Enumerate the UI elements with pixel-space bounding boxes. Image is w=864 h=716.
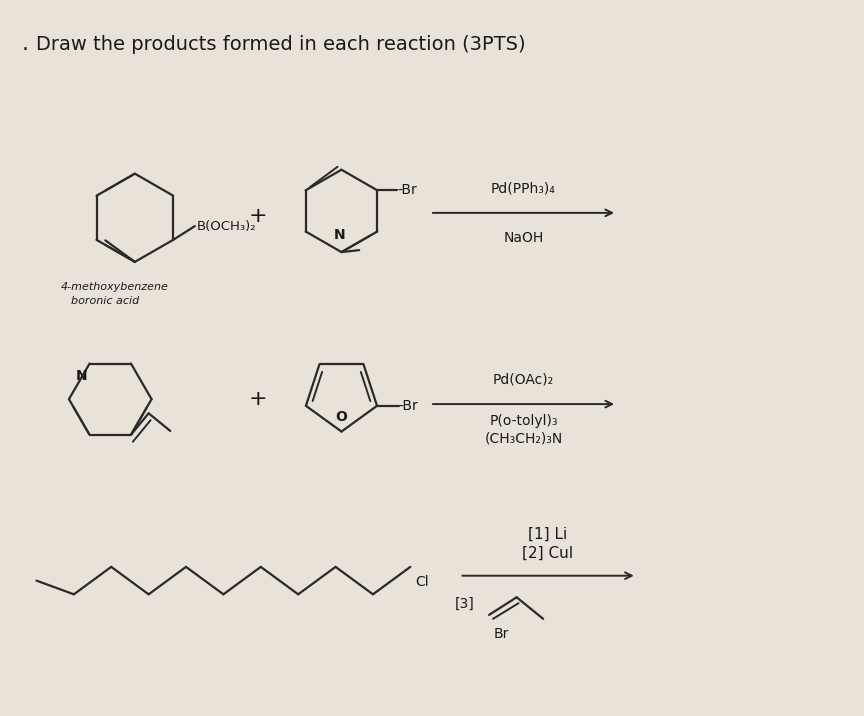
Text: Draw the products formed in each reaction (3PTS): Draw the products formed in each reactio… (36, 34, 526, 54)
Text: (CH₃CH₂)₃N: (CH₃CH₂)₃N (485, 432, 562, 445)
Text: NaOH: NaOH (504, 231, 543, 245)
Text: +: + (249, 390, 267, 409)
Text: Cl: Cl (416, 575, 429, 589)
Text: [1] Li: [1] Li (529, 526, 568, 541)
Text: Pd(OAc)₂: Pd(OAc)₂ (493, 372, 554, 387)
Text: N: N (334, 228, 346, 242)
Text: Br: Br (494, 626, 510, 641)
Text: B(OCH₃)₂: B(OCH₃)₂ (197, 220, 257, 233)
Text: [3]: [3] (454, 597, 474, 611)
Text: .: . (22, 34, 29, 54)
Text: P(o-tolyl)₃: P(o-tolyl)₃ (489, 414, 558, 428)
Text: Pd(PPh₃)₄: Pd(PPh₃)₄ (491, 181, 556, 195)
Text: +: + (249, 205, 267, 226)
Text: O: O (335, 410, 347, 424)
Text: 4-methoxybenzene: 4-methoxybenzene (61, 281, 169, 291)
Text: -Br: -Br (397, 183, 416, 198)
Text: [2] CuI: [2] CuI (523, 546, 574, 561)
Text: boronic acid: boronic acid (71, 296, 139, 306)
Text: -Br: -Br (398, 399, 418, 413)
Text: N: N (76, 369, 87, 383)
